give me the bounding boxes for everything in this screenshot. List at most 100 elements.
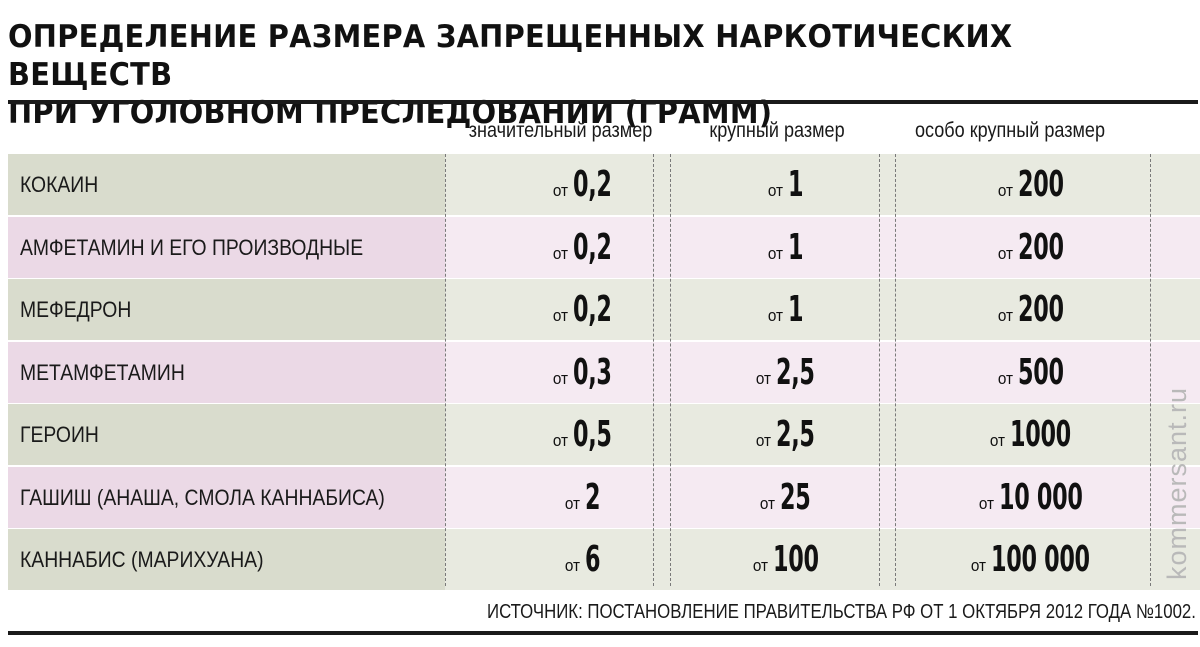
row-label-cell: ГАШИШ (АНАША, СМОЛА КАННАБИСА): [8, 466, 445, 528]
threshold-value-cell: от 0,2: [482, 217, 682, 278]
threshold-value-cell: от 2,5: [695, 342, 875, 403]
column-divider: [879, 154, 880, 586]
value-prefix: от: [767, 243, 783, 263]
title-line-1: ОПРЕДЕЛЕНИЕ РАЗМЕРА ЗАПРЕЩЕННЫХ НАРКОТИЧ…: [8, 19, 1013, 93]
row-label-cell: ГЕРОИН: [8, 404, 445, 465]
value-prefix: от: [997, 181, 1013, 200]
threshold-value: 0,2: [573, 164, 612, 205]
threshold-value-cell: от 200: [910, 154, 1150, 215]
threshold-value-cell: от 1: [695, 217, 875, 278]
drug-name: МЕФЕДРОН: [20, 297, 132, 322]
threshold-value-cell: от 0,2: [482, 279, 682, 340]
threshold-value: 1: [787, 164, 804, 205]
value-prefix: от: [756, 431, 772, 450]
threshold-value: 1000: [1010, 414, 1071, 455]
drug-name: ГЕРОИН: [20, 422, 99, 447]
threshold-value-cell: от 10 000: [910, 467, 1150, 528]
threshold-value: 0,5: [573, 414, 612, 455]
value-prefix: от: [752, 556, 768, 575]
value-prefix: от: [971, 556, 987, 575]
value-prefix: от: [553, 431, 569, 450]
drug-name: ГАШИШ (АНАША, СМОЛА КАННАБИСА): [20, 484, 385, 510]
threshold-value: 100 000: [991, 539, 1090, 580]
row-values-area: от 6 от 100 от 100 000: [445, 529, 1200, 590]
row-label-cell: МЕФЕДРОН: [8, 279, 445, 340]
watermark-text: kommersant.ru: [1162, 386, 1192, 580]
threshold-value: 0,2: [573, 226, 612, 268]
value-prefix: от: [767, 306, 783, 325]
drug-name: МЕТАМФЕТАМИН: [20, 359, 185, 385]
column-header-significant: значительный размер: [468, 119, 653, 142]
value-prefix: от: [997, 306, 1013, 325]
threshold-value: 100: [772, 539, 819, 580]
column-divider: [670, 154, 671, 586]
threshold-value: 2,5: [776, 351, 815, 393]
threshold-value-cell: от 2: [482, 467, 682, 528]
threshold-value-cell: от 100 000: [910, 529, 1150, 590]
threshold-value: 25: [780, 476, 811, 518]
threshold-value: 6: [584, 539, 601, 580]
value-prefix: от: [553, 306, 569, 325]
row-values-area: от 0,2 от 1 от 200: [445, 279, 1200, 340]
threshold-value-cell: от 200: [910, 279, 1150, 340]
threshold-value-cell: от 0,3: [482, 342, 682, 403]
threshold-value-cell: от 0,2: [482, 154, 682, 215]
table-row: ГАШИШ (АНАША, СМОЛА КАННАБИСА) от 2 от 25 от 1…: [8, 466, 1200, 528]
threshold-value: 1: [787, 289, 804, 330]
threshold-value: 2,5: [776, 414, 815, 455]
value-prefix: от: [997, 368, 1013, 388]
row-values-area: от 0,5 от 2,5 от 1000: [445, 404, 1200, 465]
row-label-cell: КОКАИН: [8, 154, 445, 215]
value-prefix: от: [997, 243, 1013, 263]
value-prefix: от: [564, 556, 580, 575]
value-prefix: от: [553, 368, 569, 388]
threshold-value: 0,2: [573, 289, 612, 330]
column-header-large: крупный размер: [709, 119, 845, 142]
threshold-value: 200: [1017, 164, 1064, 205]
row-values-area: от 0,3 от 2,5 от 500: [445, 341, 1200, 403]
threshold-value-cell: от 2,5: [695, 404, 875, 465]
threshold-value: 200: [1017, 289, 1064, 330]
drug-name: КАННАБИС (МАРИХУАНА): [20, 547, 264, 572]
row-values-area: от 0,2 от 1 от 200: [445, 216, 1200, 278]
chart-title: ОПРЕДЕЛЕНИЕ РАЗМЕРА ЗАПРЕЩЕННЫХ НАРКОТИЧ…: [8, 18, 1105, 132]
table-row: АМФЕТАМИН И ЕГО ПРОИЗВОДНЫЕ от 0,2 от 1 от 200: [8, 216, 1200, 278]
row-label-cell: МЕТАМФЕТАМИН: [8, 341, 445, 403]
drug-size-table: КОКАИН от 0,2 от 1 от 200 АМФЕТАМИН И ЕГО ПРОИЗ…: [8, 154, 1200, 590]
value-prefix: от: [553, 243, 569, 263]
column-divider: [445, 154, 446, 586]
column-divider: [1150, 154, 1151, 586]
column-divider: [653, 154, 654, 586]
threshold-value-cell: от 500: [910, 342, 1150, 403]
drug-name: КОКАИН: [20, 172, 99, 197]
row-values-area: от 0,2 от 1 от 200: [445, 154, 1200, 215]
value-prefix: от: [564, 493, 580, 513]
threshold-value-cell: от 100: [695, 529, 875, 590]
row-values-area: от 2 от 25 от 10 000: [445, 466, 1200, 528]
value-prefix: от: [756, 368, 772, 388]
threshold-value: 1: [787, 226, 804, 268]
threshold-value: 10 000: [998, 476, 1083, 518]
threshold-value-cell: от 200: [910, 217, 1150, 278]
table-row: МЕФЕДРОН от 0,2 от 1 от 200: [8, 279, 1200, 340]
bottom-rule: [8, 631, 1198, 635]
threshold-value: 2: [584, 476, 601, 518]
column-divider: [895, 154, 896, 586]
row-label-cell: АМФЕТАМИН И ЕГО ПРОИЗВОДНЫЕ: [8, 216, 445, 278]
value-prefix: от: [759, 493, 776, 513]
threshold-value-cell: от 1: [695, 154, 875, 215]
threshold-value: 500: [1017, 351, 1064, 393]
table-row: КАННАБИС (МАРИХУАНА) от 6 от 100 от 100 000: [8, 529, 1200, 590]
threshold-value-cell: от 1: [695, 279, 875, 340]
top-rule: [8, 100, 1198, 104]
threshold-value-cell: от 0,5: [482, 404, 682, 465]
threshold-value: 0,3: [573, 351, 612, 393]
column-header-especially-large: особо крупный размер: [914, 119, 1106, 142]
threshold-value-cell: от 6: [482, 529, 682, 590]
row-label-cell: КАННАБИС (МАРИХУАНА): [8, 529, 445, 590]
value-prefix: от: [553, 181, 569, 200]
threshold-value: 200: [1017, 226, 1064, 268]
table-row: КОКАИН от 0,2 от 1 от 200: [8, 154, 1200, 215]
table-row: ГЕРОИН от 0,5 от 2,5 от 1000: [8, 404, 1200, 465]
source-note: ИСТОЧНИК: ПОСТАНОВЛЕНИЕ ПРАВИТЕЛЬСТВА РФ…: [487, 601, 1196, 623]
